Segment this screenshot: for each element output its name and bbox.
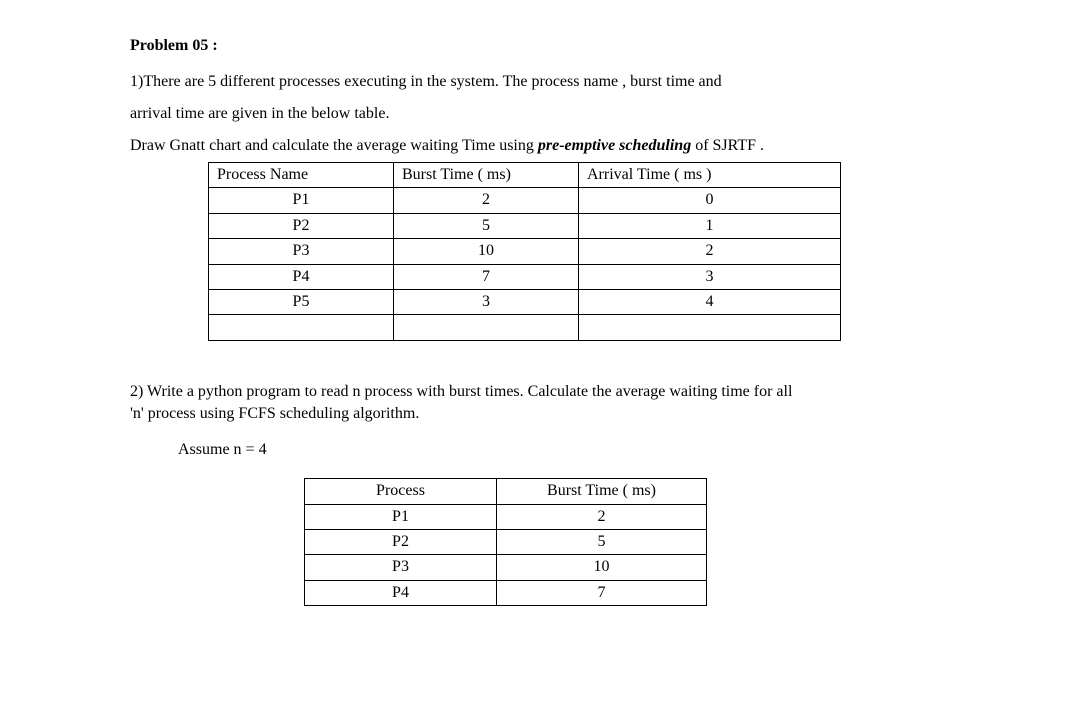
q1-line3-em: pre-emptive scheduling — [538, 137, 691, 154]
cell: 0 — [579, 188, 841, 213]
table-row: P3 10 2 — [209, 239, 841, 264]
table-row: P4 7 — [305, 580, 707, 605]
cell: 2 — [497, 504, 707, 529]
cell: 2 — [394, 188, 579, 213]
col-header: Process Name — [209, 163, 394, 188]
col-header: Burst Time ( ms) — [394, 163, 579, 188]
table-row: P2 5 1 — [209, 213, 841, 238]
q1-line3-pre: Draw Gnatt chart and calculate the avera… — [130, 137, 538, 154]
table-row — [209, 315, 841, 340]
col-header: Arrival Time ( ms ) — [579, 163, 841, 188]
table-row: P1 2 0 — [209, 188, 841, 213]
cell: 3 — [394, 289, 579, 314]
col-header: Burst Time ( ms) — [497, 479, 707, 504]
cell: 4 — [579, 289, 841, 314]
cell — [394, 315, 579, 340]
q2-line2: 'n' process using FCFS scheduling algori… — [130, 405, 419, 422]
q1-line1: 1)There are 5 different processes execut… — [130, 66, 950, 98]
cell: P2 — [209, 213, 394, 238]
cell: 1 — [579, 213, 841, 238]
q1-line3: Draw Gnatt chart and calculate the avera… — [130, 130, 950, 162]
cell: P3 — [305, 555, 497, 580]
cell: 10 — [394, 239, 579, 264]
q2-assume: Assume n = 4 — [178, 436, 950, 465]
table-row: P2 5 — [305, 530, 707, 555]
cell: 7 — [497, 580, 707, 605]
table-row: P4 7 3 — [209, 264, 841, 289]
problem-title: Problem 05 : — [130, 30, 950, 62]
cell: P3 — [209, 239, 394, 264]
q1-line3-post: of SJRTF . — [691, 137, 764, 154]
cell: P4 — [209, 264, 394, 289]
table-row: P1 2 — [305, 504, 707, 529]
cell — [209, 315, 394, 340]
table2-container: Process Burst Time ( ms) P1 2 P2 5 P3 10… — [304, 478, 950, 606]
cell: 5 — [394, 213, 579, 238]
cell: P1 — [209, 188, 394, 213]
table-row: Process Burst Time ( ms) — [305, 479, 707, 504]
process-table-2: Process Burst Time ( ms) P1 2 P2 5 P3 10… — [304, 478, 707, 606]
process-table-1: Process Name Burst Time ( ms) Arrival Ti… — [208, 162, 841, 341]
cell: 3 — [579, 264, 841, 289]
cell: P4 — [305, 580, 497, 605]
q2-text: 2) Write a python program to read n proc… — [130, 381, 950, 426]
cell: P2 — [305, 530, 497, 555]
cell — [579, 315, 841, 340]
q1-line2: arrival time are given in the below tabl… — [130, 98, 950, 130]
col-header: Process — [305, 479, 497, 504]
table-row: Process Name Burst Time ( ms) Arrival Ti… — [209, 163, 841, 188]
cell: 2 — [579, 239, 841, 264]
cell: P5 — [209, 289, 394, 314]
table-row: P5 3 4 — [209, 289, 841, 314]
cell: 5 — [497, 530, 707, 555]
cell: P1 — [305, 504, 497, 529]
q2-line1: 2) Write a python program to read n proc… — [130, 383, 792, 400]
table-row: P3 10 — [305, 555, 707, 580]
cell: 10 — [497, 555, 707, 580]
table1-container: Process Name Burst Time ( ms) Arrival Ti… — [208, 162, 950, 341]
cell: 7 — [394, 264, 579, 289]
